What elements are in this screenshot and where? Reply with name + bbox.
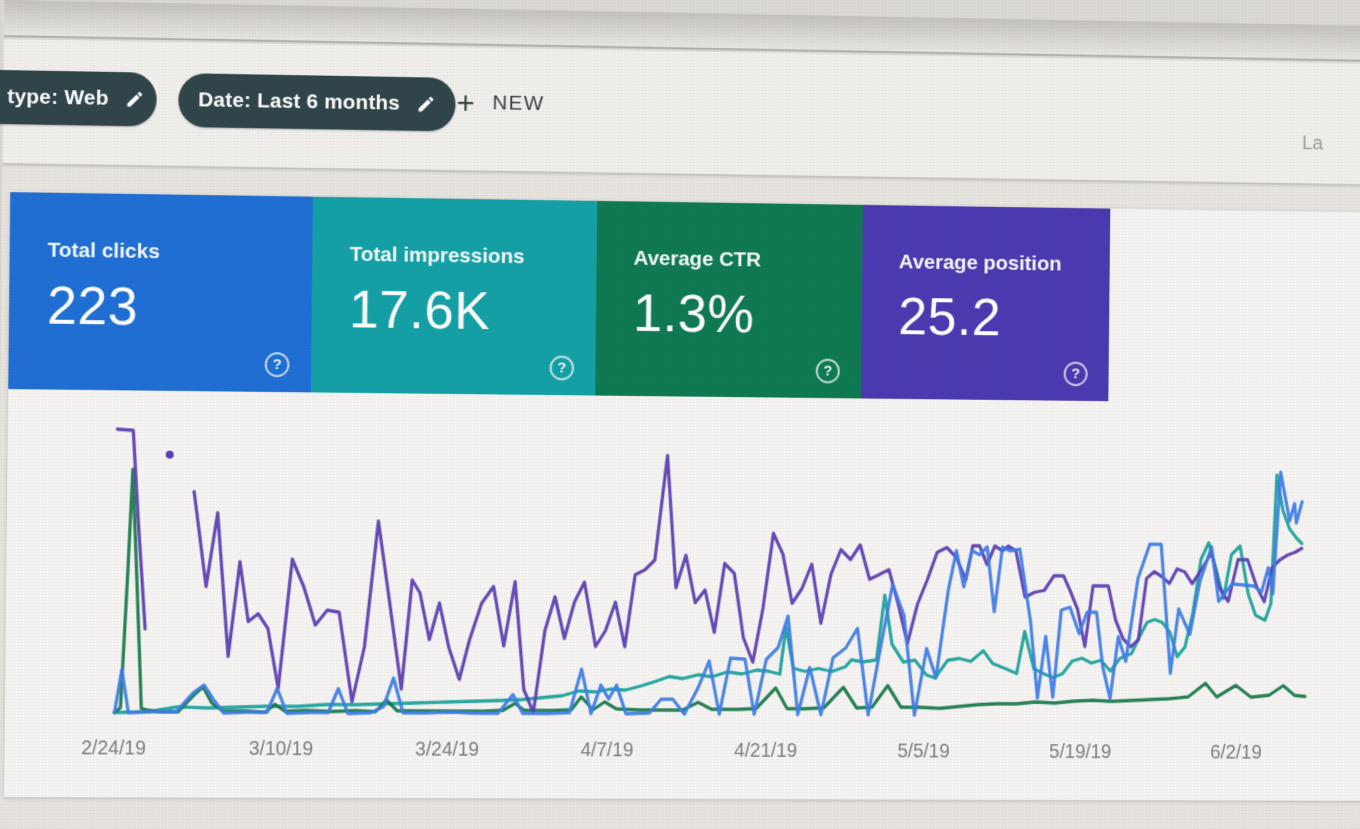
help-icon[interactable]: ? [815,358,840,384]
x-axis-labels: 2/24/19 3/10/19 3/24/19 4/7/19 4/21/19 5/5/19… [81,737,1262,764]
search-type-filter-chip[interactable]: type: Web [0,69,157,127]
new-filter-button[interactable]: + NEW [456,84,545,121]
kpi-value: 17.6K [348,279,491,341]
new-filter-label: NEW [492,91,545,116]
help-icon[interactable]: ? [1063,361,1088,387]
kpi-label: Total impressions [349,242,525,269]
edit-icon[interactable] [124,89,144,109]
kpi-label: Average CTR [633,246,761,272]
filter-bar: type: Web Date: Last 6 months + NEW La [0,39,1360,189]
kpi-label: Total clicks [47,238,160,264]
x-axis-tick: 4/21/19 [734,739,798,762]
kpi-value: 25.2 [897,286,1002,348]
date-range-filter-label: Date: Last 6 months [198,88,401,115]
edit-icon[interactable] [416,94,436,114]
series-impressions [114,464,1302,718]
search-type-filter-label: type: Web [7,85,109,110]
kpi-tile-row: Total clicks 223 ? Total impressions 17.… [8,192,1111,402]
kpi-tile-average-ctr[interactable]: Average CTR 1.3% ? [595,200,863,399]
x-axis-tick: 6/2/19 [1210,741,1262,764]
kpi-tile-total-clicks[interactable]: Total clicks 223 ? [8,192,313,393]
x-axis-tick: 2/24/19 [81,737,147,760]
help-icon[interactable]: ? [264,352,290,378]
kpi-label: Average position [898,250,1062,276]
clipped-last-updated-text: La [1301,132,1324,155]
performance-line-chart[interactable] [108,416,1314,750]
date-range-filter-chip[interactable]: Date: Last 6 months [178,73,456,132]
series-clicks [114,461,1302,718]
x-axis-tick: 5/5/19 [897,740,950,763]
x-axis-tick: 5/19/19 [1049,741,1112,763]
kpi-tile-average-position[interactable]: Average position 25.2 ? [860,204,1111,402]
kpi-value: 223 [46,275,139,337]
series-ctr [114,469,1307,718]
x-axis-tick: 4/7/19 [580,739,634,762]
content-area: Total clicks 223 ? Total impressions 17.… [0,167,1360,829]
series-position-dot [165,450,174,459]
help-icon[interactable]: ? [549,355,575,381]
kpi-value: 1.3% [632,283,755,345]
x-axis-tick: 3/10/19 [248,738,314,761]
plus-icon: + [456,84,475,121]
performance-card: Total clicks 223 ? Total impressions 17.… [3,192,1360,802]
kpi-tile-total-impressions[interactable]: Total impressions 17.6K ? [310,196,598,396]
x-axis-tick: 3/24/19 [415,738,480,761]
